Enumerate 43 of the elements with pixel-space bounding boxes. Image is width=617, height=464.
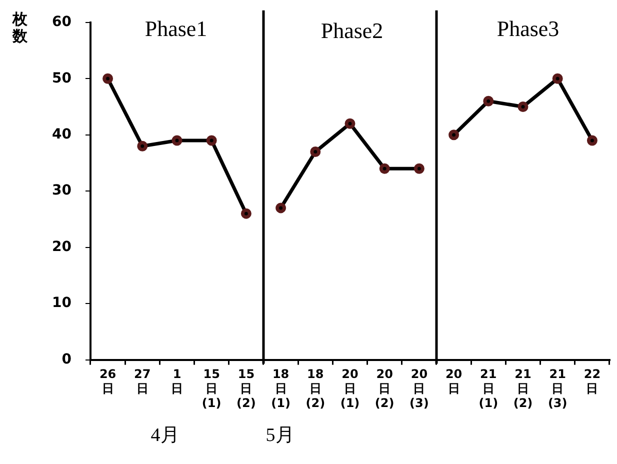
y-tick-label: 20: [52, 238, 72, 255]
x-tick-label: 15日(1): [202, 367, 222, 410]
point: [240, 208, 252, 219]
point: [448, 130, 460, 140]
annotation: Phase2: [320, 18, 384, 43]
point: [518, 102, 528, 112]
point: [310, 146, 321, 157]
x-tick-label: 26日: [99, 367, 116, 396]
point: [102, 73, 114, 84]
text: 4月: [150, 424, 180, 446]
x-tick-label: 20日(3): [410, 367, 429, 410]
point: [137, 140, 148, 152]
x-tick-label: 20日: [445, 367, 462, 396]
point: [414, 163, 424, 174]
y-tick-label: 30: [52, 182, 72, 199]
y-tick-label: 40: [52, 126, 72, 143]
point: [344, 118, 356, 129]
point: [172, 135, 182, 146]
x-tick-label: 20日(1): [340, 367, 360, 410]
point: [276, 202, 286, 214]
y-tick-label: 10: [52, 295, 72, 312]
x-tick-label: 27日: [134, 367, 151, 396]
x-tick-label: 18日(1): [271, 367, 290, 410]
text: 5月: [266, 424, 294, 446]
point: [206, 135, 217, 146]
point: [552, 73, 563, 84]
x-tick-label: 22日: [584, 367, 601, 396]
x-tick-label: 21日(1): [478, 367, 498, 410]
point: [483, 96, 494, 106]
annotation: Phase3: [496, 16, 560, 41]
y-tick-label: 60: [52, 14, 72, 30]
y-tick-label: 0: [62, 351, 72, 368]
x-tick-label: 21日(3): [548, 367, 568, 410]
x-tick-label: 20日(2): [374, 367, 394, 410]
x-tick-label: 18日(2): [306, 367, 326, 410]
point: [379, 163, 390, 174]
x-tick-label: 1日: [170, 367, 183, 396]
y-tick-label: 50: [52, 70, 72, 86]
x-tick-label: 15日(2): [236, 367, 256, 410]
annotation: Phase1: [144, 16, 208, 41]
y-axis-title: 枚数: [12, 10, 28, 45]
point: [586, 135, 598, 146]
x-tick-label: 21日(2): [513, 367, 533, 410]
